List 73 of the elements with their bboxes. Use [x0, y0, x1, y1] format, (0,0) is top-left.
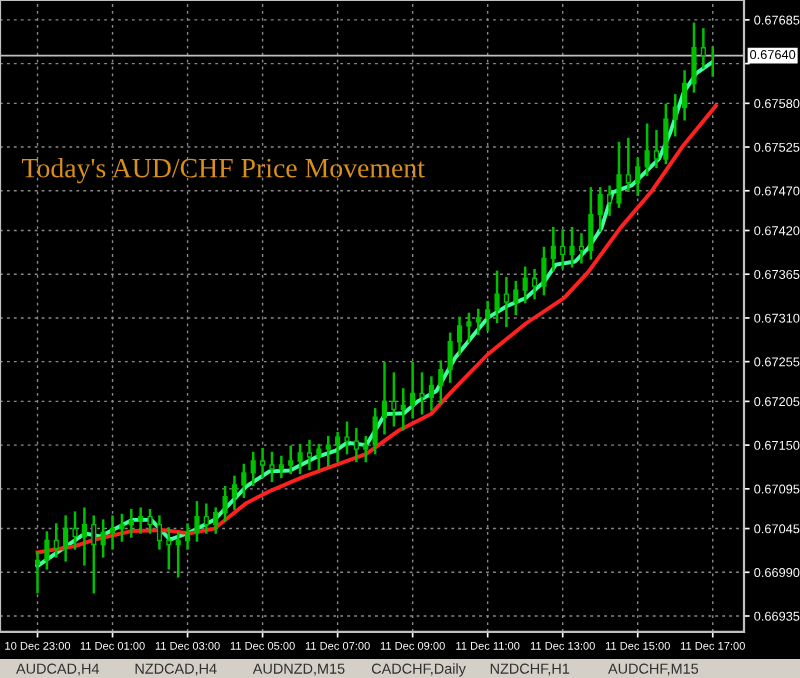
candlestick	[447, 332, 453, 383]
candlestick	[400, 388, 406, 431]
candlestick	[391, 372, 397, 427]
candlestick	[344, 421, 350, 455]
candlestick	[691, 22, 697, 93]
candlestick	[372, 408, 378, 455]
candlestick	[363, 435, 369, 463]
candlestick	[44, 531, 50, 570]
candlestick	[625, 137, 631, 193]
candlestick	[297, 443, 303, 475]
candlestick	[231, 475, 238, 510]
candlestick	[569, 226, 575, 268]
candlestick	[109, 515, 116, 550]
candlestick	[288, 445, 294, 475]
candlestick	[278, 455, 284, 479]
candlestick	[156, 515, 162, 550]
candlestick	[485, 300, 491, 332]
candlestick	[531, 268, 538, 300]
candlestick	[475, 308, 481, 336]
candlestick	[63, 515, 69, 562]
candlestick	[644, 123, 650, 177]
candlestick	[34, 551, 41, 594]
candlestick	[203, 503, 209, 534]
candlestick	[616, 141, 622, 208]
candlestick	[522, 266, 528, 304]
candlestick	[260, 447, 266, 479]
candlestick	[53, 523, 59, 558]
candlestick	[410, 361, 416, 419]
candlestick	[335, 431, 341, 463]
candlestick	[513, 280, 519, 316]
candlestick	[91, 515, 97, 594]
candlestick	[194, 501, 200, 542]
candlestick	[672, 94, 678, 137]
candlestick	[663, 103, 669, 165]
candlestick	[306, 439, 313, 471]
candlestick	[381, 361, 388, 435]
candlestick	[184, 523, 191, 550]
candlestick	[635, 157, 641, 196]
candlestick	[128, 509, 134, 538]
candlestick	[147, 509, 153, 534]
candlestick	[316, 443, 322, 471]
candlestick	[241, 463, 247, 499]
candlestick	[541, 246, 547, 296]
candlestick	[466, 312, 472, 344]
candlestick	[72, 511, 78, 550]
candlestick	[250, 451, 256, 487]
candlestick	[119, 513, 125, 542]
candlestick	[653, 129, 660, 169]
candlestick	[138, 507, 144, 534]
candlestick	[166, 527, 172, 570]
candlestick	[682, 70, 688, 121]
candlestick	[353, 427, 359, 463]
candlestick	[588, 187, 594, 260]
candlestick	[550, 226, 556, 272]
candlestick	[419, 372, 425, 415]
candlestick	[438, 360, 444, 405]
candlestick	[175, 531, 181, 578]
candlestick	[456, 316, 463, 355]
candlestick	[597, 187, 603, 232]
candlestick	[607, 185, 613, 216]
candlestick	[560, 229, 566, 270]
candlestick	[222, 485, 228, 522]
candlestick	[213, 507, 219, 534]
candlestick	[81, 507, 87, 566]
candlestick	[269, 451, 275, 483]
candlestick	[700, 28, 706, 69]
candlestick	[494, 270, 500, 324]
annotation: Today's AUD/CHF Price Movement	[21, 157, 425, 184]
candlestick	[325, 435, 331, 467]
candlestick	[503, 276, 509, 328]
candlestick	[578, 233, 585, 264]
candlestick	[428, 376, 434, 411]
candlestick	[100, 519, 106, 558]
